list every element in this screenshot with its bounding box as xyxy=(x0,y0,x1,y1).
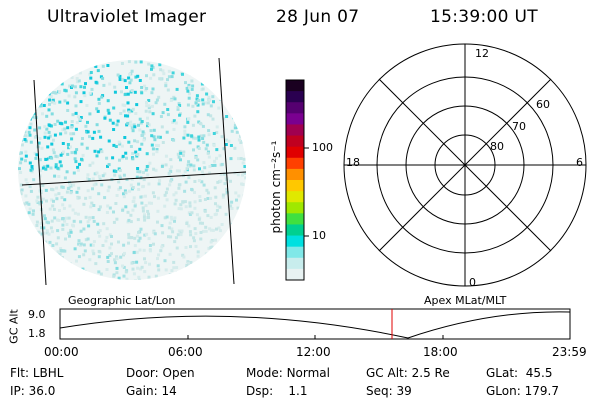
gc-alt-curve xyxy=(59,311,571,339)
mlt-label-18: 18 xyxy=(346,156,360,169)
colorbar-cell xyxy=(286,268,304,281)
apex-caption: Apex MLat/MLT xyxy=(424,294,507,307)
gc-alt-tick-1.8: 1.8 xyxy=(28,327,46,340)
gc-alt-frame xyxy=(59,308,571,340)
colorbar-cell xyxy=(286,168,304,181)
time-tick-1800: 18:00 xyxy=(423,345,458,359)
time-tick-1200: 12:00 xyxy=(296,345,331,359)
status-door: Door: Open xyxy=(126,366,195,380)
colorbar-cell xyxy=(286,146,304,159)
status-mode: Mode: Normal xyxy=(246,366,330,380)
mlat-label-80: 80 xyxy=(490,140,504,153)
mlat-label-60: 60 xyxy=(536,98,550,111)
time-tick-0600: 06:00 xyxy=(168,345,203,359)
status-glon: GLon: 179.7 xyxy=(486,384,559,398)
colorbar-cell xyxy=(286,124,304,137)
colorbar-cell xyxy=(286,235,304,248)
meridian-line-west xyxy=(33,79,47,286)
colorbar-cell xyxy=(286,257,304,270)
status-ip: IP: 36.0 xyxy=(10,384,56,398)
colorbar-cell xyxy=(286,91,304,103)
colorbar-cell xyxy=(286,213,304,225)
status-dsp: Dsp: 1.1 xyxy=(246,384,308,398)
status-seq: Seq: 39 xyxy=(366,384,412,398)
polar-diagonal-2 xyxy=(378,78,552,252)
colorbar-tick-label-100: 100 xyxy=(312,141,333,154)
mlt-label-6: 6 xyxy=(576,156,583,169)
mlat-label-70: 70 xyxy=(512,120,526,133)
observation-date: 28 Jun 07 xyxy=(276,7,360,27)
colorbar-cell xyxy=(286,202,304,214)
colorbar-cell xyxy=(286,180,304,192)
status-gc-alt: GC Alt: 2.5 Re xyxy=(366,366,450,380)
colorbar-cell xyxy=(286,113,304,125)
gc-alt-tick-9: 9.0 xyxy=(28,308,46,321)
colorbar-cell xyxy=(286,135,304,148)
geographic-caption: Geographic Lat/Lon xyxy=(68,294,176,307)
status-filter: Flt: LBHL xyxy=(10,366,64,380)
mlt-label-12: 12 xyxy=(475,47,489,60)
latitude-line xyxy=(21,171,247,186)
status-gain: Gain: 14 xyxy=(126,384,177,398)
colorbar-cell xyxy=(286,224,304,237)
instrument-title: Ultraviolet Imager xyxy=(47,7,207,27)
colorbar-cell xyxy=(286,80,304,92)
colorbar-cell xyxy=(286,246,304,259)
colorbar-cell xyxy=(286,191,304,203)
mlt-label-0: 0 xyxy=(469,276,476,289)
meridian-line-east xyxy=(218,57,235,285)
time-tick-0000: 00:00 xyxy=(44,345,79,359)
observation-time: 15:39:00 UT xyxy=(430,7,538,27)
colorbar-tick-label-10: 10 xyxy=(312,229,326,242)
colorbar-cell xyxy=(286,102,304,114)
status-glat: GLat: 45.5 xyxy=(486,366,553,380)
time-tick-2359: 23:59 xyxy=(552,345,587,359)
colorbar-cell xyxy=(286,157,304,170)
